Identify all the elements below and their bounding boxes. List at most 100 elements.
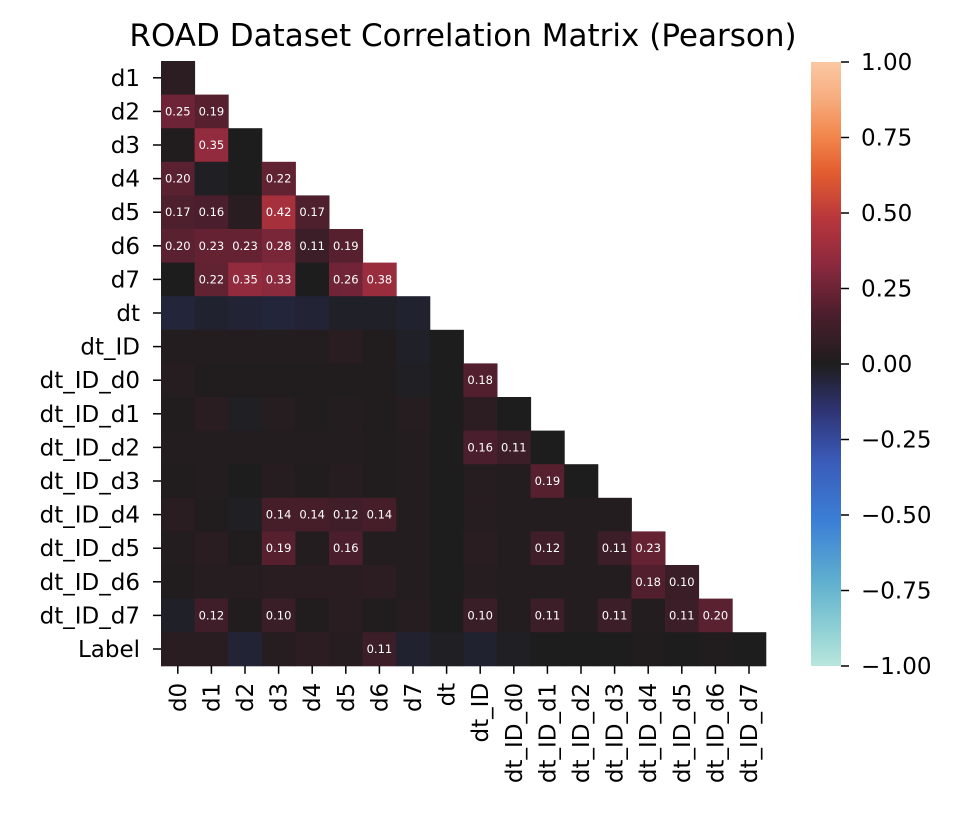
- heatmap-cell: [161, 128, 196, 163]
- heatmap-cell: [295, 296, 330, 331]
- heatmap-cell: [429, 598, 464, 633]
- heatmap-cell: [194, 329, 229, 364]
- colorbar-tick-label: 0.00: [861, 352, 912, 378]
- cell-value-label: 0.17: [165, 205, 191, 219]
- heatmap-cell: [362, 397, 397, 432]
- heatmap-cell: [161, 598, 196, 633]
- x-tick-label: dt_ID_d3: [603, 683, 629, 783]
- heatmap-cell: [362, 329, 397, 364]
- cell-value-label: 0.11: [501, 440, 527, 454]
- heatmap-cell: [530, 598, 565, 633]
- heatmap-cell: [194, 598, 229, 633]
- x-tick-label: d6: [367, 683, 393, 712]
- heatmap-cell: [161, 632, 196, 667]
- heatmap-cell: [228, 632, 263, 667]
- x-tick-label: d0: [166, 683, 192, 712]
- heatmap-cell: [396, 296, 431, 331]
- y-tick-label: dt_ID_d2: [40, 435, 140, 461]
- y-tick-label: d1: [111, 66, 140, 92]
- heatmap-cell: [295, 598, 330, 633]
- heatmap-cell: [396, 565, 431, 600]
- cell-value-label: 0.20: [703, 608, 729, 622]
- heatmap-cell: [329, 565, 364, 600]
- y-tick-label: d3: [111, 133, 140, 159]
- heatmap-cell: [261, 464, 296, 499]
- cell-value-label: 0.14: [299, 508, 325, 522]
- colorbar-tick-label: −0.75: [861, 579, 931, 605]
- heatmap-cell: [295, 262, 330, 297]
- heatmap-cell: [497, 397, 532, 432]
- y-tick-label: dt: [116, 301, 140, 327]
- x-tick-label: dt_ID_d4: [636, 683, 662, 783]
- heatmap-cell: [295, 363, 330, 398]
- cell-value-label: 0.19: [333, 239, 359, 253]
- heatmap-cell: [429, 464, 464, 499]
- cell-value-label: 0.10: [669, 575, 695, 589]
- heatmap-cell: [732, 632, 767, 667]
- heatmap-cell: [698, 598, 733, 633]
- heatmap-cell: [261, 598, 296, 633]
- colorbar-tick-label: 0.25: [861, 277, 912, 303]
- heatmap-cell: [362, 632, 397, 667]
- heatmap-cell: [597, 531, 632, 566]
- heatmap-cell: [497, 598, 532, 633]
- heatmap-cell: [228, 598, 263, 633]
- cell-value-label: 0.11: [299, 239, 325, 253]
- heatmap-cell: [463, 464, 498, 499]
- heatmap-cell: [329, 296, 364, 331]
- heatmap-cell: [329, 229, 364, 264]
- heatmap-cell: [161, 329, 196, 364]
- heatmap-cell: [228, 363, 263, 398]
- heatmap-cell: [429, 329, 464, 364]
- cell-value-label: 0.14: [266, 508, 292, 522]
- heatmap-cell: [329, 464, 364, 499]
- cell-value-label: 0.35: [232, 272, 258, 286]
- cell-value-label: 0.22: [199, 272, 225, 286]
- heatmap-cell: [161, 229, 196, 264]
- heatmap-cell: [194, 397, 229, 432]
- x-axis: d0 d1 d2 d3 d4 d5 d6 d7 dt dt_ID dt_ID_d0 dt_ID_d1 d…: [166, 665, 763, 783]
- heatmap-cell: [194, 363, 229, 398]
- heatmap-cell: [295, 329, 330, 364]
- y-tick-label: Label: [78, 637, 140, 663]
- heatmap-cell: [698, 632, 733, 667]
- cell-value-label: 0.25: [165, 104, 191, 118]
- heatmap-cell: [396, 497, 431, 532]
- heatmap-cell: [194, 128, 229, 163]
- cell-value-label: 0.19: [266, 541, 292, 555]
- heatmap-cell: [194, 565, 229, 600]
- heatmap-cell: [329, 363, 364, 398]
- heatmap-cell: [194, 531, 229, 566]
- heatmap-cell: [329, 329, 364, 364]
- heatmap-cell: [564, 565, 599, 600]
- heatmap-cell: [228, 497, 263, 532]
- cell-value-label: 0.42: [266, 205, 292, 219]
- x-tick-label: d7: [401, 683, 427, 712]
- heatmap-cell: [261, 497, 296, 532]
- heatmap-cell: [194, 161, 229, 196]
- cell-value-label: 0.16: [199, 205, 225, 219]
- heatmap-cell: [161, 531, 196, 566]
- heatmap-cell: [530, 632, 565, 667]
- heatmap-cell: [564, 464, 599, 499]
- cell-value-label: 0.10: [266, 608, 292, 622]
- cell-value-label: 0.11: [367, 642, 393, 656]
- heatmap-cell: [362, 464, 397, 499]
- heatmap-cell: [228, 195, 263, 230]
- x-tick-label: d5: [334, 683, 360, 712]
- x-tick-label: dt_ID_d5: [670, 683, 696, 783]
- heatmap-cell: [161, 497, 196, 532]
- heatmap-cell: [228, 262, 263, 297]
- heatmap-cell: [329, 497, 364, 532]
- heatmap-cell: [161, 262, 196, 297]
- heatmap-cell: [631, 565, 666, 600]
- heatmap-cell: [597, 497, 632, 532]
- heatmap-cell: [228, 430, 263, 465]
- heatmap-cell: [261, 397, 296, 432]
- heatmap-cell: [396, 329, 431, 364]
- heatmap-cells: [161, 61, 767, 667]
- heatmap-cell: [228, 161, 263, 196]
- heatmap-cell: [429, 363, 464, 398]
- heatmap-cell: [530, 497, 565, 532]
